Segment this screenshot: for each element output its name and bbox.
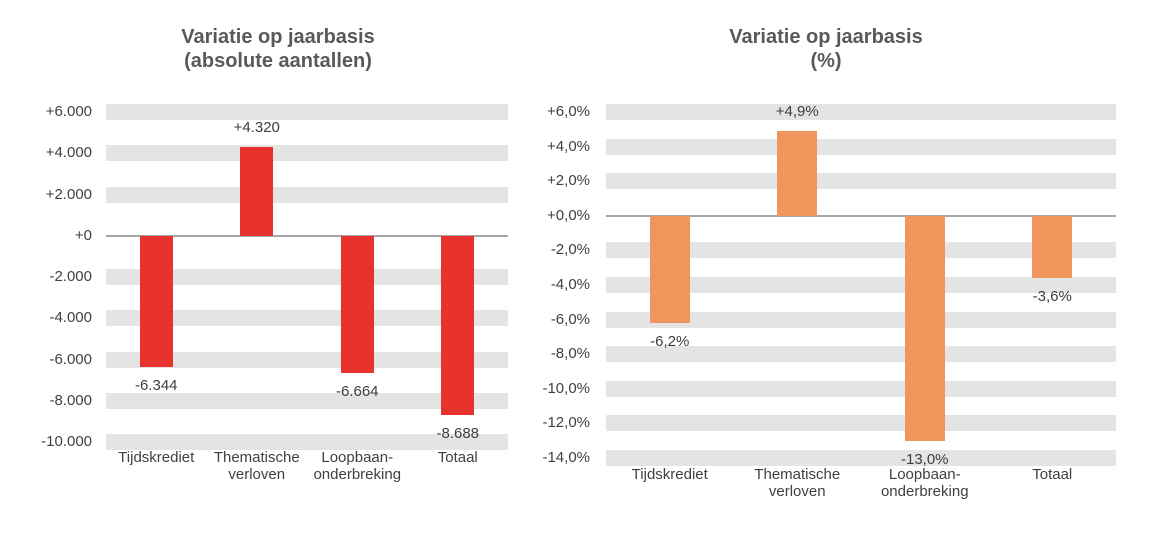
gridline-band bbox=[106, 434, 508, 450]
gridline-band bbox=[606, 242, 1116, 259]
chart-title-line2: (%) bbox=[810, 49, 842, 72]
category-label-line: Thematische bbox=[754, 466, 841, 483]
bar-tijdskrediet bbox=[649, 215, 690, 324]
category-label-line: Totaal bbox=[437, 449, 478, 466]
data-label: -6.344 bbox=[134, 376, 178, 394]
bar-loopbaan-onderbreking bbox=[904, 215, 945, 441]
gridline-band bbox=[106, 145, 508, 162]
category-label-line: onderbreking bbox=[880, 482, 969, 500]
gridline-band bbox=[106, 104, 508, 120]
gridline-band bbox=[606, 346, 1116, 363]
bar-totaal bbox=[1032, 215, 1073, 279]
zero-axis-line bbox=[106, 235, 508, 237]
y-axis-tick-label: -2.000 bbox=[49, 268, 92, 285]
y-axis-tick-label: -4.000 bbox=[49, 309, 92, 327]
data-label: -3,6% bbox=[1032, 288, 1072, 306]
y-axis-tick-label: +6,0% bbox=[547, 103, 590, 120]
y-axis-tick-label: -4,0% bbox=[550, 276, 590, 293]
data-label: +4,9% bbox=[775, 103, 819, 121]
gridline-band bbox=[606, 311, 1116, 328]
bar-thematische-verloven bbox=[240, 146, 274, 236]
y-axis-tick-label: +4,0% bbox=[547, 137, 590, 155]
y-axis-tick-label: -6.000 bbox=[49, 350, 92, 368]
gridline-band bbox=[106, 310, 508, 327]
y-axis-tick-label: -8,0% bbox=[550, 345, 590, 363]
y-axis-tick-label: +0,0% bbox=[547, 206, 590, 224]
bar-loopbaan-onderbreking bbox=[340, 235, 374, 374]
category-label-line: Tijdskrediet bbox=[118, 449, 195, 466]
y-axis-tick-label: +2.000 bbox=[45, 185, 92, 203]
y-axis-tick-label: -14,0% bbox=[542, 449, 590, 466]
zero-axis-line bbox=[606, 215, 1116, 217]
y-axis-tick-label: -10.000 bbox=[41, 433, 92, 450]
gridline-band bbox=[106, 186, 508, 203]
category-label-line: Tijdskrediet bbox=[631, 466, 708, 483]
bar-thematische-verloven bbox=[777, 131, 818, 216]
gridline-band bbox=[606, 104, 1116, 120]
data-label: -13,0% bbox=[900, 450, 949, 468]
chart-title-line2: (absolute aantallen) bbox=[184, 49, 372, 72]
y-axis-tick-label: +4.000 bbox=[45, 144, 92, 162]
data-label: -6.664 bbox=[335, 383, 379, 401]
data-label: +4.320 bbox=[233, 118, 280, 136]
y-axis-tick-label: -6,0% bbox=[550, 310, 590, 328]
gridline-band bbox=[606, 450, 1116, 466]
data-label: -8.688 bbox=[436, 424, 480, 442]
category-label-line: verloven bbox=[768, 482, 826, 500]
gridline-band bbox=[606, 173, 1116, 190]
category-label-line: Loopbaan- bbox=[321, 449, 394, 466]
gridline-band bbox=[606, 138, 1116, 155]
category-label-line: Thematische bbox=[213, 449, 300, 466]
y-axis-tick-label: -12,0% bbox=[542, 414, 590, 432]
y-axis-tick-label: -2,0% bbox=[550, 241, 590, 259]
chart-title: Variatie op jaarbasis (absolute aantalle… bbox=[28, 26, 528, 73]
gridline-band bbox=[606, 415, 1116, 432]
data-label: -6,2% bbox=[650, 333, 690, 351]
gridline-band bbox=[106, 269, 508, 285]
chart-title-line1: Variatie op jaarbasis bbox=[181, 26, 375, 48]
gridline-band bbox=[606, 380, 1116, 397]
chart-title: Variatie op jaarbasis (%) bbox=[576, 26, 1076, 73]
bar-tijdskrediet bbox=[139, 235, 173, 367]
y-axis-tick-label: +2,0% bbox=[547, 172, 590, 190]
y-axis-tick-label: -10,0% bbox=[542, 379, 590, 397]
category-label-line: verloven bbox=[228, 465, 286, 483]
y-axis-tick-label: +0 bbox=[74, 226, 92, 244]
gridline-band bbox=[106, 392, 508, 409]
category-label-line: Totaal bbox=[1032, 466, 1073, 483]
gridline-band bbox=[606, 277, 1116, 293]
y-axis-tick-label: +6.000 bbox=[45, 103, 92, 120]
y-axis-tick-label: -8.000 bbox=[49, 391, 92, 409]
chart-title-line1: Variatie op jaarbasis bbox=[729, 26, 923, 48]
category-label-line: Loopbaan- bbox=[888, 466, 961, 483]
category-label-line: onderbreking bbox=[313, 465, 402, 483]
bar-totaal bbox=[441, 235, 475, 415]
gridline-band bbox=[106, 351, 508, 368]
